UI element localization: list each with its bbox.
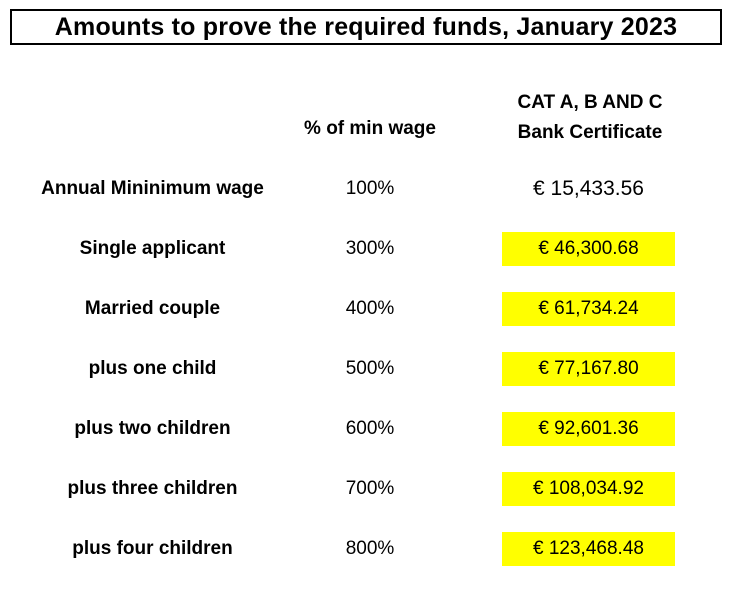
row-amount-highlighted: € 92,601.36 [502, 412, 675, 446]
table-row-annual-minimum-wage: Annual Mininimum wage 100% € 15,433.56 [0, 172, 735, 206]
title-box: Amounts to prove the required funds, Jan… [10, 9, 722, 45]
row-label: Married couple [84, 298, 221, 319]
row-percent: 500% [345, 358, 395, 379]
table-row-married-couple: Married couple 400% € 61,734.24 [0, 292, 735, 326]
table-row-plus-four-children: plus four children 800% € 123,468.48 [0, 532, 735, 566]
row-percent: 100% [345, 178, 395, 199]
row-amount-highlighted: € 123,468.48 [502, 532, 675, 566]
row-label: Single applicant [79, 238, 226, 259]
header-percent-of-min-wage: % of min wage [304, 118, 436, 139]
row-percent: 800% [345, 538, 395, 559]
row-percent: 700% [345, 478, 395, 499]
row-percent: 600% [345, 418, 395, 439]
header-category-line1: CAT A, B AND C [517, 92, 663, 113]
row-amount-highlighted: € 77,167.80 [502, 352, 675, 386]
row-percent: 400% [345, 298, 395, 319]
row-amount: € 15,433.56 [533, 177, 644, 200]
row-percent: 300% [345, 238, 395, 259]
row-amount-highlighted: € 108,034.92 [502, 472, 675, 506]
header-category: CAT A, B AND C Bank Certificate [490, 88, 690, 148]
row-label: plus one child [88, 358, 217, 379]
table-row-plus-one-child: plus one child 500% € 77,167.80 [0, 352, 735, 386]
table-row-plus-three-children: plus three children 700% € 108,034.92 [0, 472, 735, 506]
header-category-line2: Bank Certificate [517, 122, 663, 143]
table-row-plus-two-children: plus two children 600% € 92,601.36 [0, 412, 735, 446]
row-amount-highlighted: € 46,300.68 [502, 232, 675, 266]
row-label: plus two children [74, 418, 231, 439]
page-title: Amounts to prove the required funds, Jan… [54, 12, 678, 41]
table-row-single-applicant: Single applicant 300% € 46,300.68 [0, 232, 735, 266]
row-amount-highlighted: € 61,734.24 [502, 292, 675, 326]
row-label: plus four children [72, 538, 233, 559]
row-label: Annual Mininimum wage [41, 178, 264, 199]
row-label: plus three children [67, 478, 238, 499]
